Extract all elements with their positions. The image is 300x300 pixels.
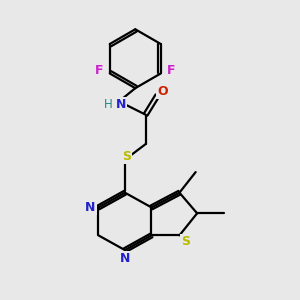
Text: S: S — [182, 235, 190, 248]
Text: N: N — [85, 201, 96, 214]
Text: F: F — [167, 64, 175, 77]
Text: S: S — [122, 150, 131, 163]
Text: O: O — [157, 85, 168, 98]
Text: N: N — [116, 98, 126, 111]
Text: H: H — [104, 98, 112, 111]
Text: F: F — [95, 64, 104, 77]
Text: N: N — [120, 252, 130, 265]
